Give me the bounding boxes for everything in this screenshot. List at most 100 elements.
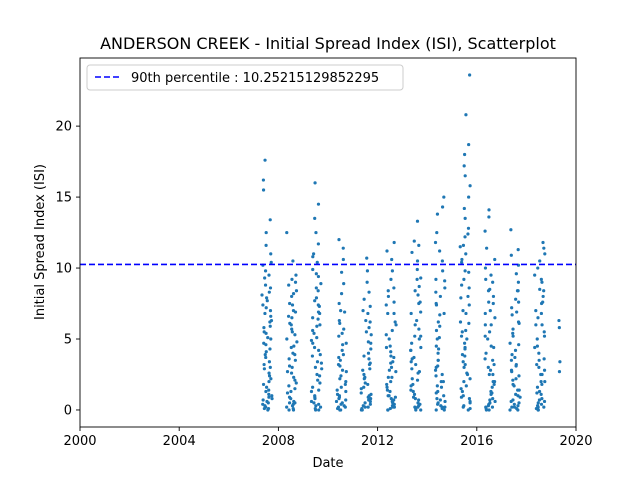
data-point [289,371,294,375]
data-point [461,243,466,247]
data-point [410,377,414,381]
data-point [268,347,272,351]
data-point [463,269,467,273]
data-point [460,330,464,334]
data-point [389,365,394,369]
data-point [488,368,493,372]
data-point [365,269,370,273]
data-point [468,377,472,381]
data-point [285,370,290,374]
data-point [443,279,447,283]
data-point [463,174,467,178]
data-point [464,252,468,256]
data-point [386,375,390,379]
data-point [318,311,322,316]
data-point [269,260,273,264]
data-point [434,328,439,333]
legend-box [86,64,404,91]
data-point [311,385,315,389]
data-point [363,401,367,405]
data-point [434,408,438,412]
data-point [359,391,363,395]
data-point [468,184,472,188]
data-point [265,399,269,404]
data-point [290,365,294,369]
data-point [435,397,439,401]
data-point [267,360,271,364]
data-point [434,277,438,281]
data-point [290,330,294,334]
data-point [483,357,487,361]
data-point [491,397,495,401]
data-point [388,389,392,394]
data-point [311,341,315,345]
data-point [538,287,542,291]
data-point [319,361,324,365]
data-point [483,334,487,338]
data-point [413,405,417,409]
data-point [366,405,370,409]
data-point [466,232,470,236]
data-point [488,398,492,402]
data-point [366,395,370,399]
data-point [290,303,295,307]
data-point [516,280,521,284]
data-point [294,273,298,277]
data-point [289,397,293,401]
data-point [489,389,493,394]
data-point [316,317,320,321]
data-point [391,405,395,409]
data-point [266,408,270,412]
data-point [291,259,295,263]
data-point [314,272,318,276]
data-point [292,375,296,379]
data-point [442,394,446,398]
data-point [389,354,393,358]
data-point [294,289,299,293]
x-tick-label: 2008 [262,434,295,449]
data-point [536,316,540,320]
data-point [268,309,273,313]
data-point [440,259,444,263]
data-point [460,353,465,357]
data-point [387,368,391,372]
data-point [466,226,471,230]
data-point [362,372,366,377]
plot-frame [79,57,577,428]
data-point [366,340,370,344]
data-point [287,357,291,361]
data-point [317,408,321,412]
data-point [315,335,319,340]
data-point [344,389,348,394]
data-point [460,283,464,287]
data-point [459,334,464,338]
data-point [416,293,420,297]
data-point [294,381,298,385]
data-point [515,289,520,293]
data-point [542,399,547,404]
data-point [386,311,390,316]
data-point [540,372,544,377]
data-point [268,286,273,290]
data-point [436,358,440,362]
data-point [388,406,392,411]
data-point [533,345,537,350]
data-point [466,294,470,299]
data-point [517,300,521,304]
data-point [539,379,543,384]
data-point [392,311,396,316]
data-point [438,313,442,317]
data-point [267,371,271,375]
data-point [315,260,319,264]
data-point [365,256,369,260]
data-point [270,397,274,401]
data-point [389,350,393,354]
data-point [344,341,348,345]
data-point [337,397,341,401]
data-point [316,378,320,382]
data-point [267,379,271,384]
data-point [491,294,496,299]
data-point [311,328,315,333]
data-point [387,394,391,398]
data-point [286,314,291,318]
